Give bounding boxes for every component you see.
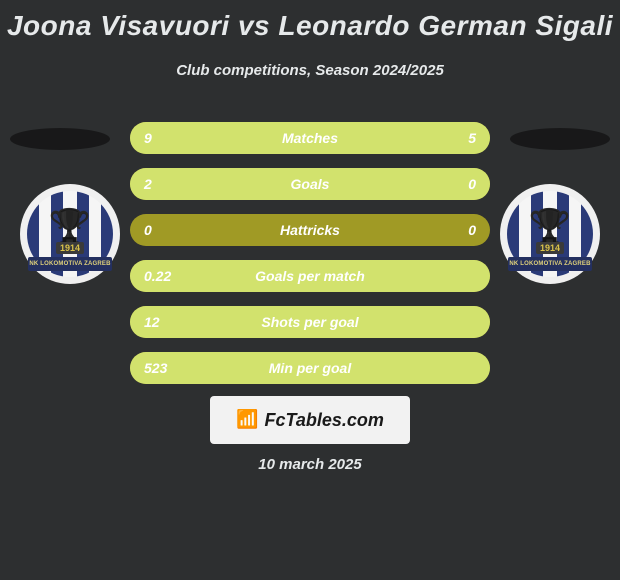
bar-row: 12 Shots per goal (130, 306, 490, 338)
value-right: 0 (454, 214, 490, 246)
bar-row: 0 Hattricks 0 (130, 214, 490, 246)
metric-label: Shots per goal (130, 306, 490, 338)
value-right: 5 (454, 122, 490, 154)
metric-label: Goals (130, 168, 490, 200)
chart-icon: 📶 (236, 409, 258, 430)
metric-label: Goals per match (130, 260, 490, 292)
club-badge-left: 🏆 1914 NK LOKOMOTIVA ZAGREB (20, 184, 120, 284)
page-subtitle: Club competitions, Season 2024/2025 (0, 62, 620, 79)
trophy-icon: 🏆 (529, 210, 571, 244)
badge-inner: 🏆 1914 NK LOKOMOTIVA ZAGREB (27, 191, 113, 277)
bar-row: 9 Matches 5 (130, 122, 490, 154)
brand-text: FcTables.com (265, 410, 384, 431)
metric-label: Min per goal (130, 352, 490, 384)
badge-year: 1914 (56, 242, 84, 254)
metric-label: Matches (130, 122, 490, 154)
trophy-icon: 🏆 (49, 210, 91, 244)
value-right (462, 260, 490, 292)
date-label: 10 march 2025 (0, 456, 620, 473)
page-title: Joona Visavuori vs Leonardo German Sigal… (0, 10, 620, 42)
bar-row: 523 Min per goal (130, 352, 490, 384)
club-badge-right: 🏆 1914 NK LOKOMOTIVA ZAGREB (500, 184, 600, 284)
badge-ribbon: NK LOKOMOTIVA ZAGREB (28, 257, 112, 271)
badge-year: 1914 (536, 242, 564, 254)
brand-badge: 📶 FcTables.com (210, 396, 410, 444)
player-shadow-right (510, 128, 610, 150)
value-right (462, 352, 490, 384)
bar-row: 0.22 Goals per match (130, 260, 490, 292)
metric-label: Hattricks (130, 214, 490, 246)
player-shadow-left (10, 128, 110, 150)
value-right: 0 (454, 168, 490, 200)
value-right (462, 306, 490, 338)
bar-row: 2 Goals 0 (130, 168, 490, 200)
badge-inner: 🏆 1914 NK LOKOMOTIVA ZAGREB (507, 191, 593, 277)
badge-ribbon: NK LOKOMOTIVA ZAGREB (508, 257, 592, 271)
comparison-bars: 9 Matches 5 2 Goals 0 0 Hattricks 0 0.22… (130, 122, 490, 398)
